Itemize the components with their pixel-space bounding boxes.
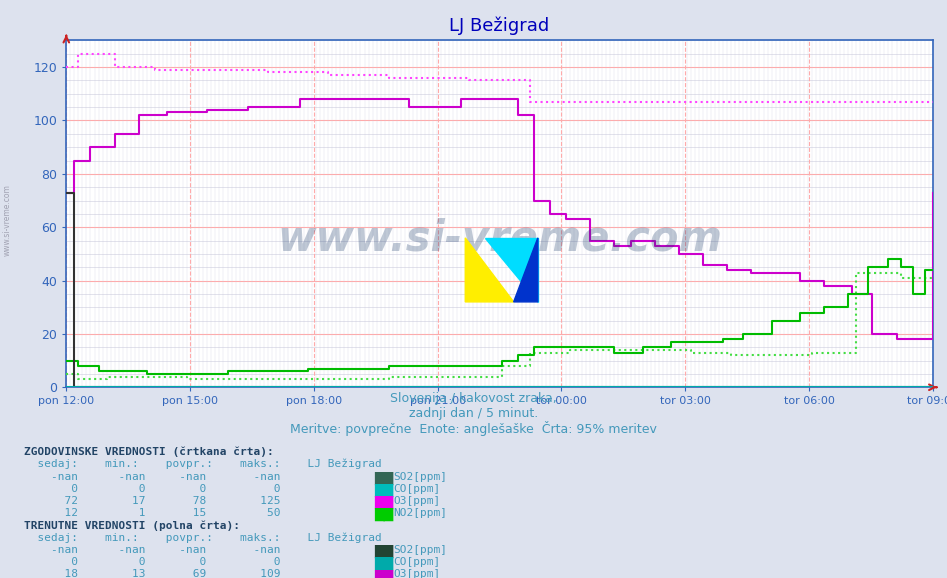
Text: 12         1       15         50: 12 1 15 50 (24, 508, 280, 518)
Text: NO2[ppm]: NO2[ppm] (393, 508, 447, 518)
Text: 72        17       78        125: 72 17 78 125 (24, 496, 280, 506)
Text: www.si-vreme.com: www.si-vreme.com (3, 184, 12, 255)
Text: ██: ██ (374, 484, 393, 497)
Text: CO[ppm]: CO[ppm] (393, 484, 440, 494)
Text: sedaj:    min.:    povpr.:    maks.:    LJ Bežigrad: sedaj: min.: povpr.: maks.: LJ Bežigrad (24, 459, 382, 469)
Text: TRENUTNE VREDNOSTI (polna črta):: TRENUTNE VREDNOSTI (polna črta): (24, 520, 240, 531)
Text: CO[ppm]: CO[ppm] (393, 557, 440, 567)
Text: sedaj:    min.:    povpr.:    maks.:    LJ Bežigrad: sedaj: min.: povpr.: maks.: LJ Bežigrad (24, 532, 382, 543)
Text: ██: ██ (374, 545, 393, 558)
Text: SO2[ppm]: SO2[ppm] (393, 472, 447, 481)
Title: LJ Bežigrad: LJ Bežigrad (450, 16, 549, 35)
Text: 18        13       69        109: 18 13 69 109 (24, 569, 280, 578)
Polygon shape (465, 238, 513, 302)
Text: ██: ██ (374, 569, 393, 578)
Text: O3[ppm]: O3[ppm] (393, 569, 440, 578)
Text: O3[ppm]: O3[ppm] (393, 496, 440, 506)
Text: 0         0        0          0: 0 0 0 0 (24, 557, 280, 567)
Text: ██: ██ (374, 496, 393, 509)
Polygon shape (513, 238, 538, 302)
Text: -nan      -nan     -nan       -nan: -nan -nan -nan -nan (24, 545, 280, 555)
Text: ██: ██ (374, 508, 393, 521)
Text: 0         0        0          0: 0 0 0 0 (24, 484, 280, 494)
Text: zadnji dan / 5 minut.: zadnji dan / 5 minut. (409, 407, 538, 420)
Text: Meritve: povprečne  Enote: anglešaške  Črta: 95% meritev: Meritve: povprečne Enote: anglešaške Črt… (290, 421, 657, 436)
Polygon shape (486, 238, 538, 302)
Text: ██: ██ (374, 557, 393, 570)
Text: www.si-vreme.com: www.si-vreme.com (277, 217, 722, 259)
Text: -nan      -nan     -nan       -nan: -nan -nan -nan -nan (24, 472, 280, 481)
Text: Slovenija / kakovost zraka,: Slovenija / kakovost zraka, (390, 392, 557, 405)
Text: ZGODOVINSKE VREDNOSTI (črtkana črta):: ZGODOVINSKE VREDNOSTI (črtkana črta): (24, 446, 274, 457)
Text: SO2[ppm]: SO2[ppm] (393, 545, 447, 555)
Text: ██: ██ (374, 472, 393, 485)
